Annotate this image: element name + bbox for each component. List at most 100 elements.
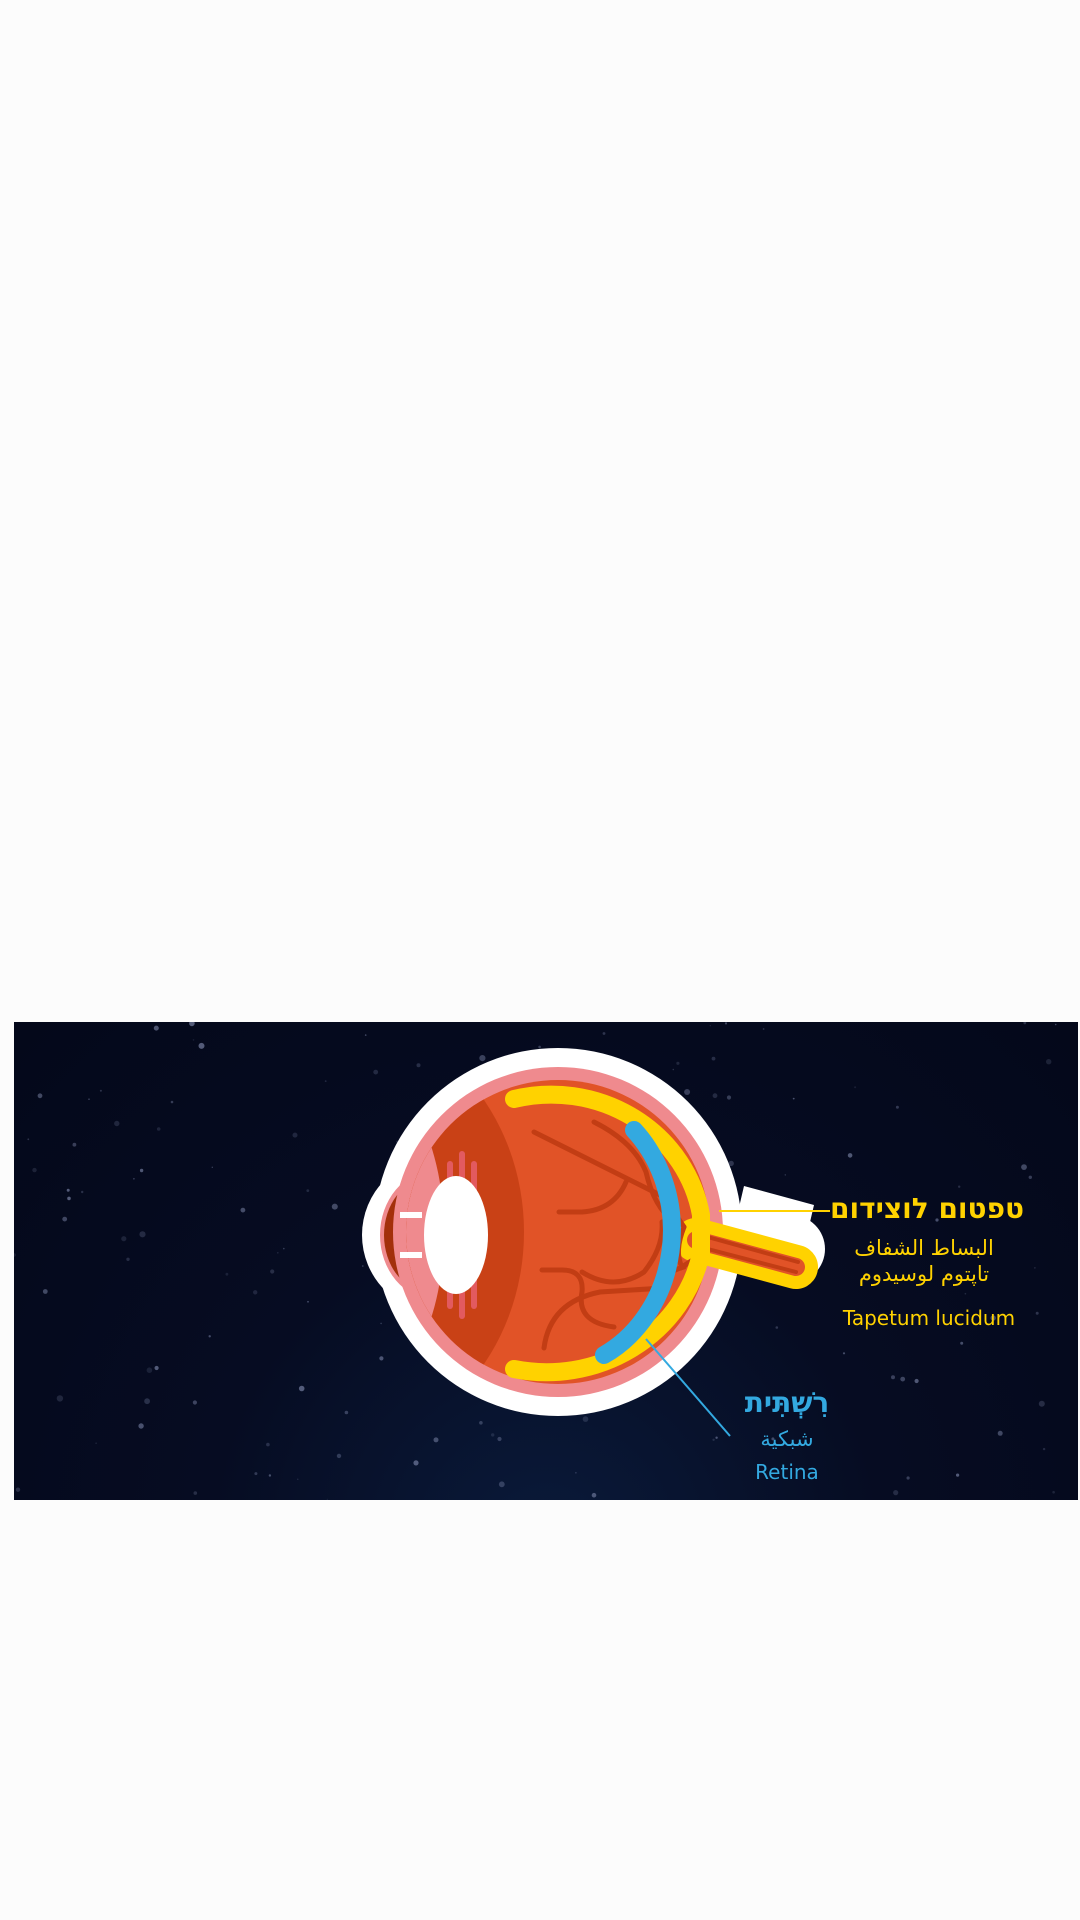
star [1046, 1059, 1052, 1065]
star [156, 1127, 161, 1131]
star [711, 1056, 716, 1061]
star [709, 1025, 711, 1027]
lens [424, 1176, 488, 1294]
star [146, 1367, 153, 1373]
star [1054, 1023, 1057, 1026]
star [724, 1022, 728, 1025]
optic-nerve [674, 1218, 818, 1289]
star [266, 1442, 270, 1447]
star [990, 1315, 996, 1321]
star [32, 1167, 37, 1173]
star [498, 1481, 505, 1488]
retina-leader-line [645, 1338, 731, 1437]
eye-diagram-panel: טפטום לוצידום البساط الشفاف تاپتوم لوسيد… [14, 1022, 1078, 1500]
star [582, 1416, 589, 1422]
star [479, 1421, 483, 1425]
star [893, 1490, 899, 1496]
tapetum-label-arabic-line2: تاپتوم لوسيدوم [858, 1262, 990, 1286]
star [842, 1352, 846, 1355]
star [81, 1190, 84, 1194]
star [344, 1410, 349, 1415]
star [891, 1375, 895, 1380]
star [307, 1300, 309, 1303]
star [336, 1453, 342, 1459]
star [133, 1177, 135, 1180]
star [1034, 1267, 1036, 1269]
star [1023, 1022, 1027, 1025]
star [67, 1196, 71, 1201]
star [292, 1132, 298, 1138]
star [139, 1168, 144, 1173]
star [193, 1491, 198, 1495]
star [37, 1093, 43, 1099]
star [712, 1438, 715, 1441]
star [591, 1492, 597, 1498]
star [253, 1290, 258, 1295]
star [997, 1430, 1003, 1436]
star [784, 1174, 786, 1176]
star [56, 1395, 64, 1402]
star [27, 1138, 30, 1141]
star [413, 1460, 419, 1466]
star [1052, 1490, 1055, 1494]
star [1042, 1447, 1046, 1451]
star [914, 1378, 919, 1384]
ciliary-body [406, 1080, 444, 1384]
star [153, 1025, 159, 1031]
star [364, 1034, 367, 1036]
star [878, 1313, 883, 1318]
tapetum-label-hebrew: טפטום לוצידום [830, 1192, 1024, 1225]
star [240, 1207, 246, 1213]
star [283, 1247, 285, 1250]
star [956, 1473, 960, 1477]
star [575, 1472, 577, 1474]
star [497, 1436, 502, 1442]
star [847, 1153, 853, 1158]
star [99, 1089, 102, 1092]
star [676, 1061, 680, 1065]
tapetum-lucidum [505, 1085, 710, 1382]
star [88, 1098, 90, 1100]
cornea-gap [400, 1212, 422, 1258]
star [198, 1042, 205, 1049]
star [192, 1400, 197, 1405]
star [416, 1063, 421, 1068]
star [14, 1253, 16, 1257]
star [42, 1289, 48, 1294]
star [95, 1442, 97, 1444]
star [960, 1341, 964, 1345]
star [211, 1166, 213, 1168]
star [373, 1069, 379, 1075]
retina [595, 1121, 681, 1364]
star [297, 1478, 299, 1480]
star [72, 1142, 77, 1147]
star [139, 1231, 146, 1238]
star [1028, 1175, 1032, 1179]
star [326, 1498, 328, 1500]
star [491, 1433, 495, 1437]
star [1021, 1164, 1027, 1170]
star [170, 1100, 174, 1104]
star [154, 1365, 159, 1371]
star [270, 1269, 275, 1274]
star [126, 1257, 130, 1261]
retina-label-hebrew: רִשְׁתִּית [744, 1386, 830, 1419]
star [268, 1474, 272, 1477]
star [715, 1436, 718, 1439]
star [775, 1326, 779, 1329]
star [906, 1476, 910, 1480]
star [433, 1437, 439, 1443]
star [900, 1376, 906, 1382]
tapetum-label-arabic-line1: البساط الشفاف [854, 1236, 994, 1260]
star [225, 1272, 229, 1276]
star [277, 1252, 279, 1254]
star [684, 1089, 691, 1095]
star [144, 1398, 151, 1405]
star [362, 1265, 364, 1267]
star [380, 1322, 382, 1325]
star [208, 1335, 211, 1338]
star [192, 1039, 195, 1041]
star [771, 1437, 775, 1441]
star [121, 1236, 127, 1242]
star [15, 1487, 21, 1492]
